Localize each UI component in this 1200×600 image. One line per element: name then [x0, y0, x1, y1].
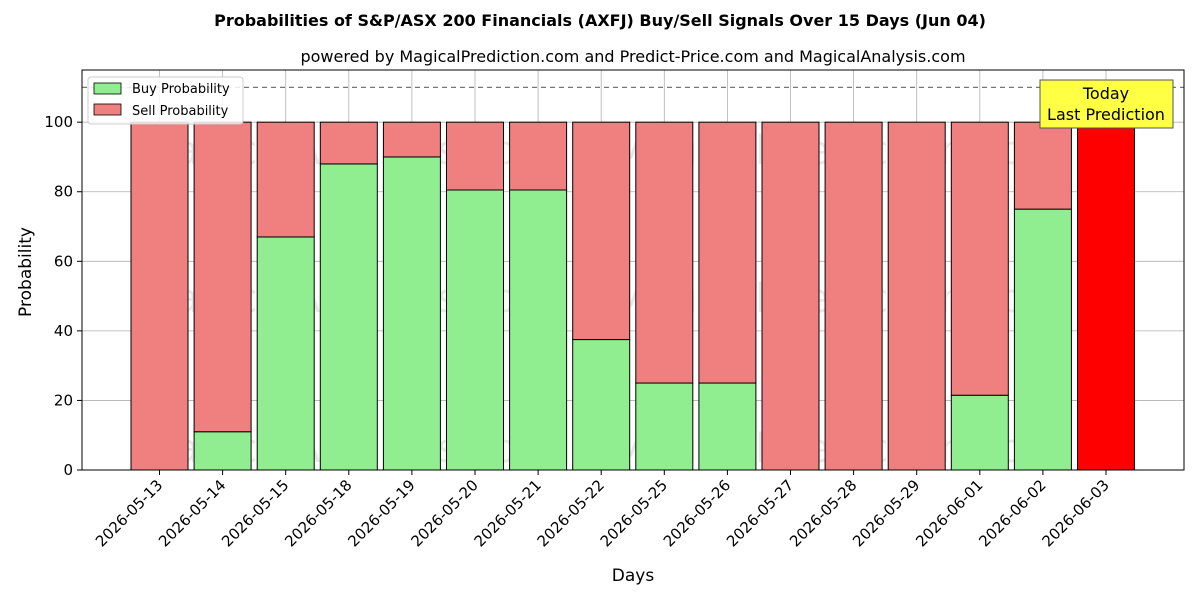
- y-tick-label: 80: [54, 183, 73, 201]
- bar-sell: [887, 121, 946, 471]
- y-tick-label: 20: [54, 391, 73, 409]
- bar-sell: [256, 121, 315, 238]
- bar-sell: [446, 121, 504, 191]
- bar-sell: [1077, 121, 1135, 471]
- legend-swatch-sell: [93, 103, 122, 116]
- x-tick-label: 2026-05-19: [344, 476, 418, 550]
- bar-buy: [572, 339, 631, 471]
- bar-sell: [635, 121, 694, 384]
- bar-sell: [193, 121, 252, 433]
- bar-buy: [698, 382, 757, 471]
- plot-frame: [81, 69, 1185, 471]
- x-tick-label: 2026-05-26: [660, 476, 734, 550]
- bar-buy: [193, 431, 252, 471]
- annotation-box: [1039, 79, 1174, 129]
- bar-buy: [950, 394, 1009, 471]
- y-axis-label: Probability: [16, 227, 36, 317]
- x-tick-label: 2026-05-18: [281, 476, 355, 550]
- legend-swatch-buy: [93, 82, 122, 95]
- chart-subtitle: powered by MagicalPrediction.com and Pre…: [300, 47, 965, 66]
- x-tick-label: 2026-05-28: [786, 476, 860, 550]
- bar-sell: [382, 121, 441, 158]
- bar-sell: [824, 121, 883, 471]
- y-tick-label: 100: [44, 113, 73, 131]
- x-tick-label: 2026-06-01: [912, 476, 986, 550]
- bar-buy: [382, 156, 441, 471]
- x-tick-label: 2026-05-14: [155, 476, 229, 550]
- annotation-line-2: Last Prediction: [1047, 105, 1165, 124]
- bar-buy: [509, 189, 568, 471]
- y-tick-label: 60: [54, 252, 73, 270]
- x-tick-label: 2026-06-02: [975, 476, 1049, 550]
- x-tick-label: 2026-05-13: [92, 476, 166, 550]
- x-ticks: 2026-05-132026-05-142026-05-152026-05-18…: [92, 470, 1113, 550]
- x-tick-label: 2026-05-21: [471, 476, 545, 550]
- x-tick-label: 2026-05-27: [723, 476, 797, 550]
- x-tick-label: 2026-05-20: [407, 476, 481, 550]
- today-annotation: Today Last Prediction: [1039, 79, 1174, 129]
- x-tick-label: 2026-05-29: [849, 476, 923, 550]
- legend-label-buy: Buy Probability: [132, 82, 230, 97]
- annotation-line-1: Today: [1082, 84, 1129, 103]
- x-tick-label: 2026-05-25: [597, 476, 671, 550]
- bar-sell: [509, 121, 568, 191]
- x-axis-label: Days: [612, 566, 655, 586]
- bar-buy: [1013, 208, 1072, 471]
- y-ticks: 0 20 40 60 80 100: [44, 113, 82, 479]
- x-tick-label: 2026-05-22: [534, 476, 608, 550]
- bar-sell: [1013, 121, 1072, 210]
- bar-buy: [446, 189, 504, 471]
- legend-label-sell: Sell Probability: [132, 104, 229, 119]
- bar-sell: [761, 121, 820, 471]
- chart-title: Probabilities of S&P/ASX 200 Financials …: [214, 11, 986, 30]
- x-tick-label: 2026-06-03: [1038, 476, 1112, 550]
- bar-sell: [950, 121, 1009, 396]
- bar-buy: [635, 382, 694, 471]
- bar-sell: [130, 121, 189, 471]
- bar-buy: [256, 236, 315, 471]
- bars: [130, 121, 1135, 471]
- bar-buy: [319, 163, 378, 471]
- bar-sell: [698, 121, 757, 384]
- y-tick-label: 40: [54, 322, 73, 340]
- legend-box: [87, 76, 244, 125]
- bar-sell: [572, 121, 631, 341]
- bar-sell: [319, 121, 378, 165]
- x-tick-label: 2026-05-15: [218, 476, 292, 550]
- legend: Buy Probability Sell Probability: [87, 76, 244, 125]
- y-tick-label: 0: [63, 461, 73, 479]
